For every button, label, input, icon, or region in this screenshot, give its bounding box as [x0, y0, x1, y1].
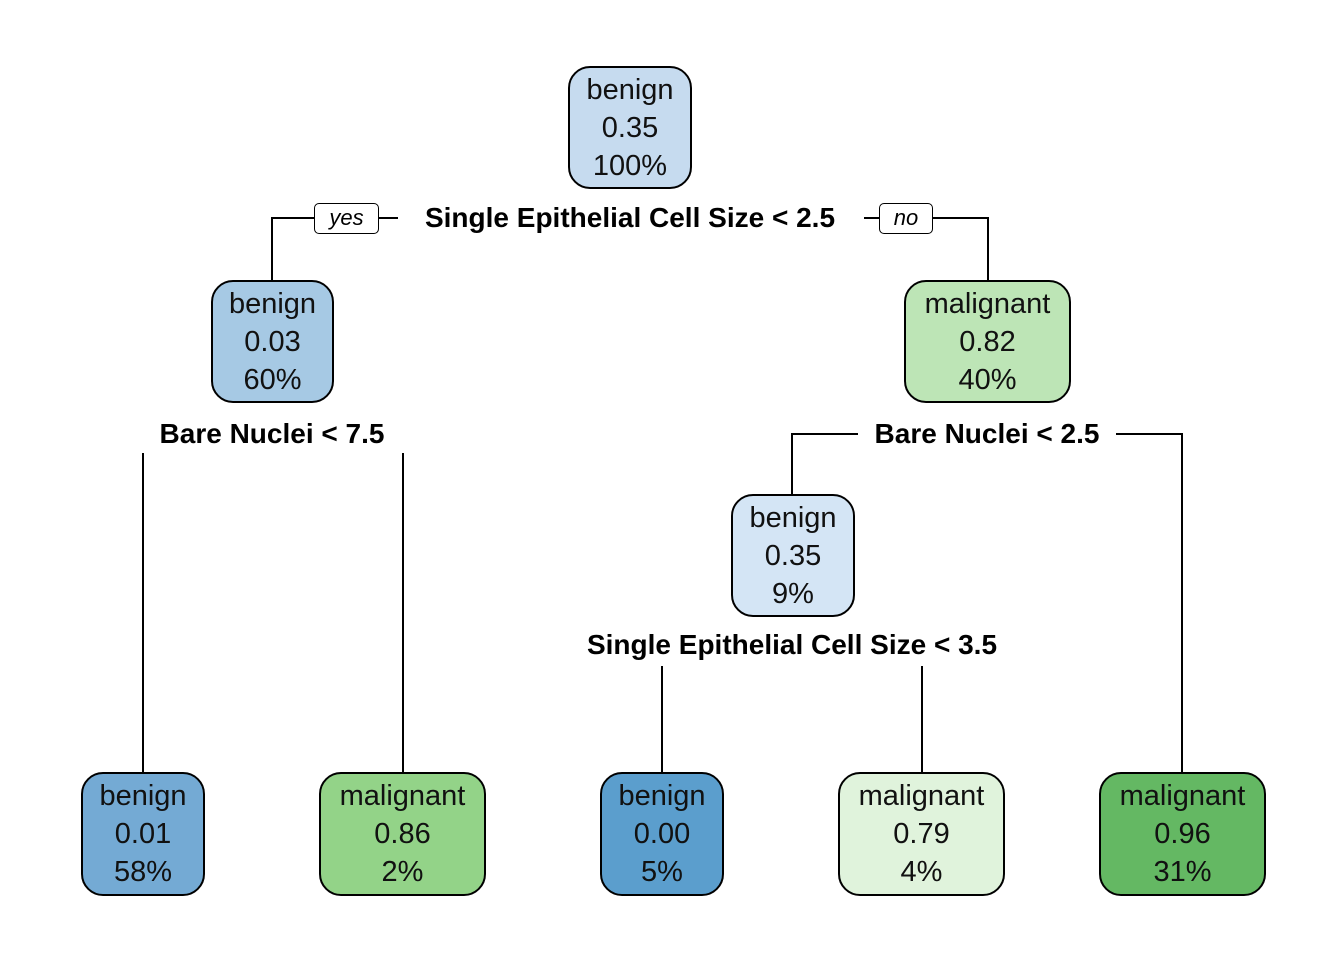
branch-no-tag: no	[879, 203, 933, 234]
node-probability: 0.35	[601, 111, 659, 144]
node-class-label: benign	[618, 780, 706, 812]
leaf-1: benign 0.01 58%	[81, 772, 205, 896]
edge-n3-right	[1116, 433, 1183, 773]
node-percentage: 4%	[900, 856, 943, 888]
node-probability: 0.03	[244, 325, 301, 358]
node-root: benign 0.35 100%	[568, 66, 692, 189]
node-percentage: 31%	[1153, 856, 1212, 888]
node-percentage: 58%	[113, 856, 173, 888]
node-class-label: malignant	[858, 780, 985, 812]
node-percentage: 40%	[958, 363, 1017, 396]
node-class-label: malignant	[924, 287, 1051, 320]
node-probability: 0.35	[764, 539, 822, 572]
edge-root-left	[271, 217, 314, 281]
node-probability: 0.79	[893, 818, 950, 850]
split-bare-nuclei-2-5: Bare Nuclei < 2.5	[871, 418, 1103, 450]
node-class-label: benign	[749, 501, 837, 534]
node-class-label: benign	[99, 780, 187, 812]
node-probability: 0.86	[374, 818, 431, 850]
split-single-epithelial-cell-size-3-5: Single Epithelial Cell Size < 3.5	[583, 629, 1001, 661]
node-left: benign 0.03 60%	[211, 280, 334, 403]
leaf-2: malignant 0.86 2%	[319, 772, 486, 896]
node-right: malignant 0.82 40%	[904, 280, 1071, 403]
node-class-label: malignant	[1119, 780, 1246, 812]
node-probability: 0.00	[633, 818, 691, 850]
node-percentage: 9%	[772, 577, 814, 610]
node-probability: 0.82	[959, 325, 1016, 358]
split-single-epithelial-cell-size-2-5: Single Epithelial Cell Size < 2.5	[421, 202, 839, 234]
branch-yes-tag: yes	[314, 203, 379, 234]
node-right-left: benign 0.35 9%	[731, 494, 855, 617]
node-class-label: benign	[228, 287, 317, 320]
edge-n3-left	[791, 433, 858, 495]
leaf-4: malignant 0.79 4%	[838, 772, 1005, 896]
split-bare-nuclei-7-5: Bare Nuclei < 7.5	[156, 418, 388, 450]
node-probability: 0.96	[1154, 818, 1211, 850]
node-probability: 0.01	[114, 818, 172, 850]
node-class-label: benign	[586, 73, 674, 106]
leaf-3: benign 0.00 5%	[600, 772, 724, 896]
leaf-5: malignant 0.96 31%	[1099, 772, 1266, 896]
node-class-label: malignant	[339, 780, 466, 812]
node-percentage: 100%	[592, 149, 668, 182]
node-percentage: 60%	[243, 363, 302, 396]
edge-root-right	[933, 217, 989, 281]
node-percentage: 5%	[641, 856, 683, 888]
node-percentage: 2%	[381, 856, 424, 888]
